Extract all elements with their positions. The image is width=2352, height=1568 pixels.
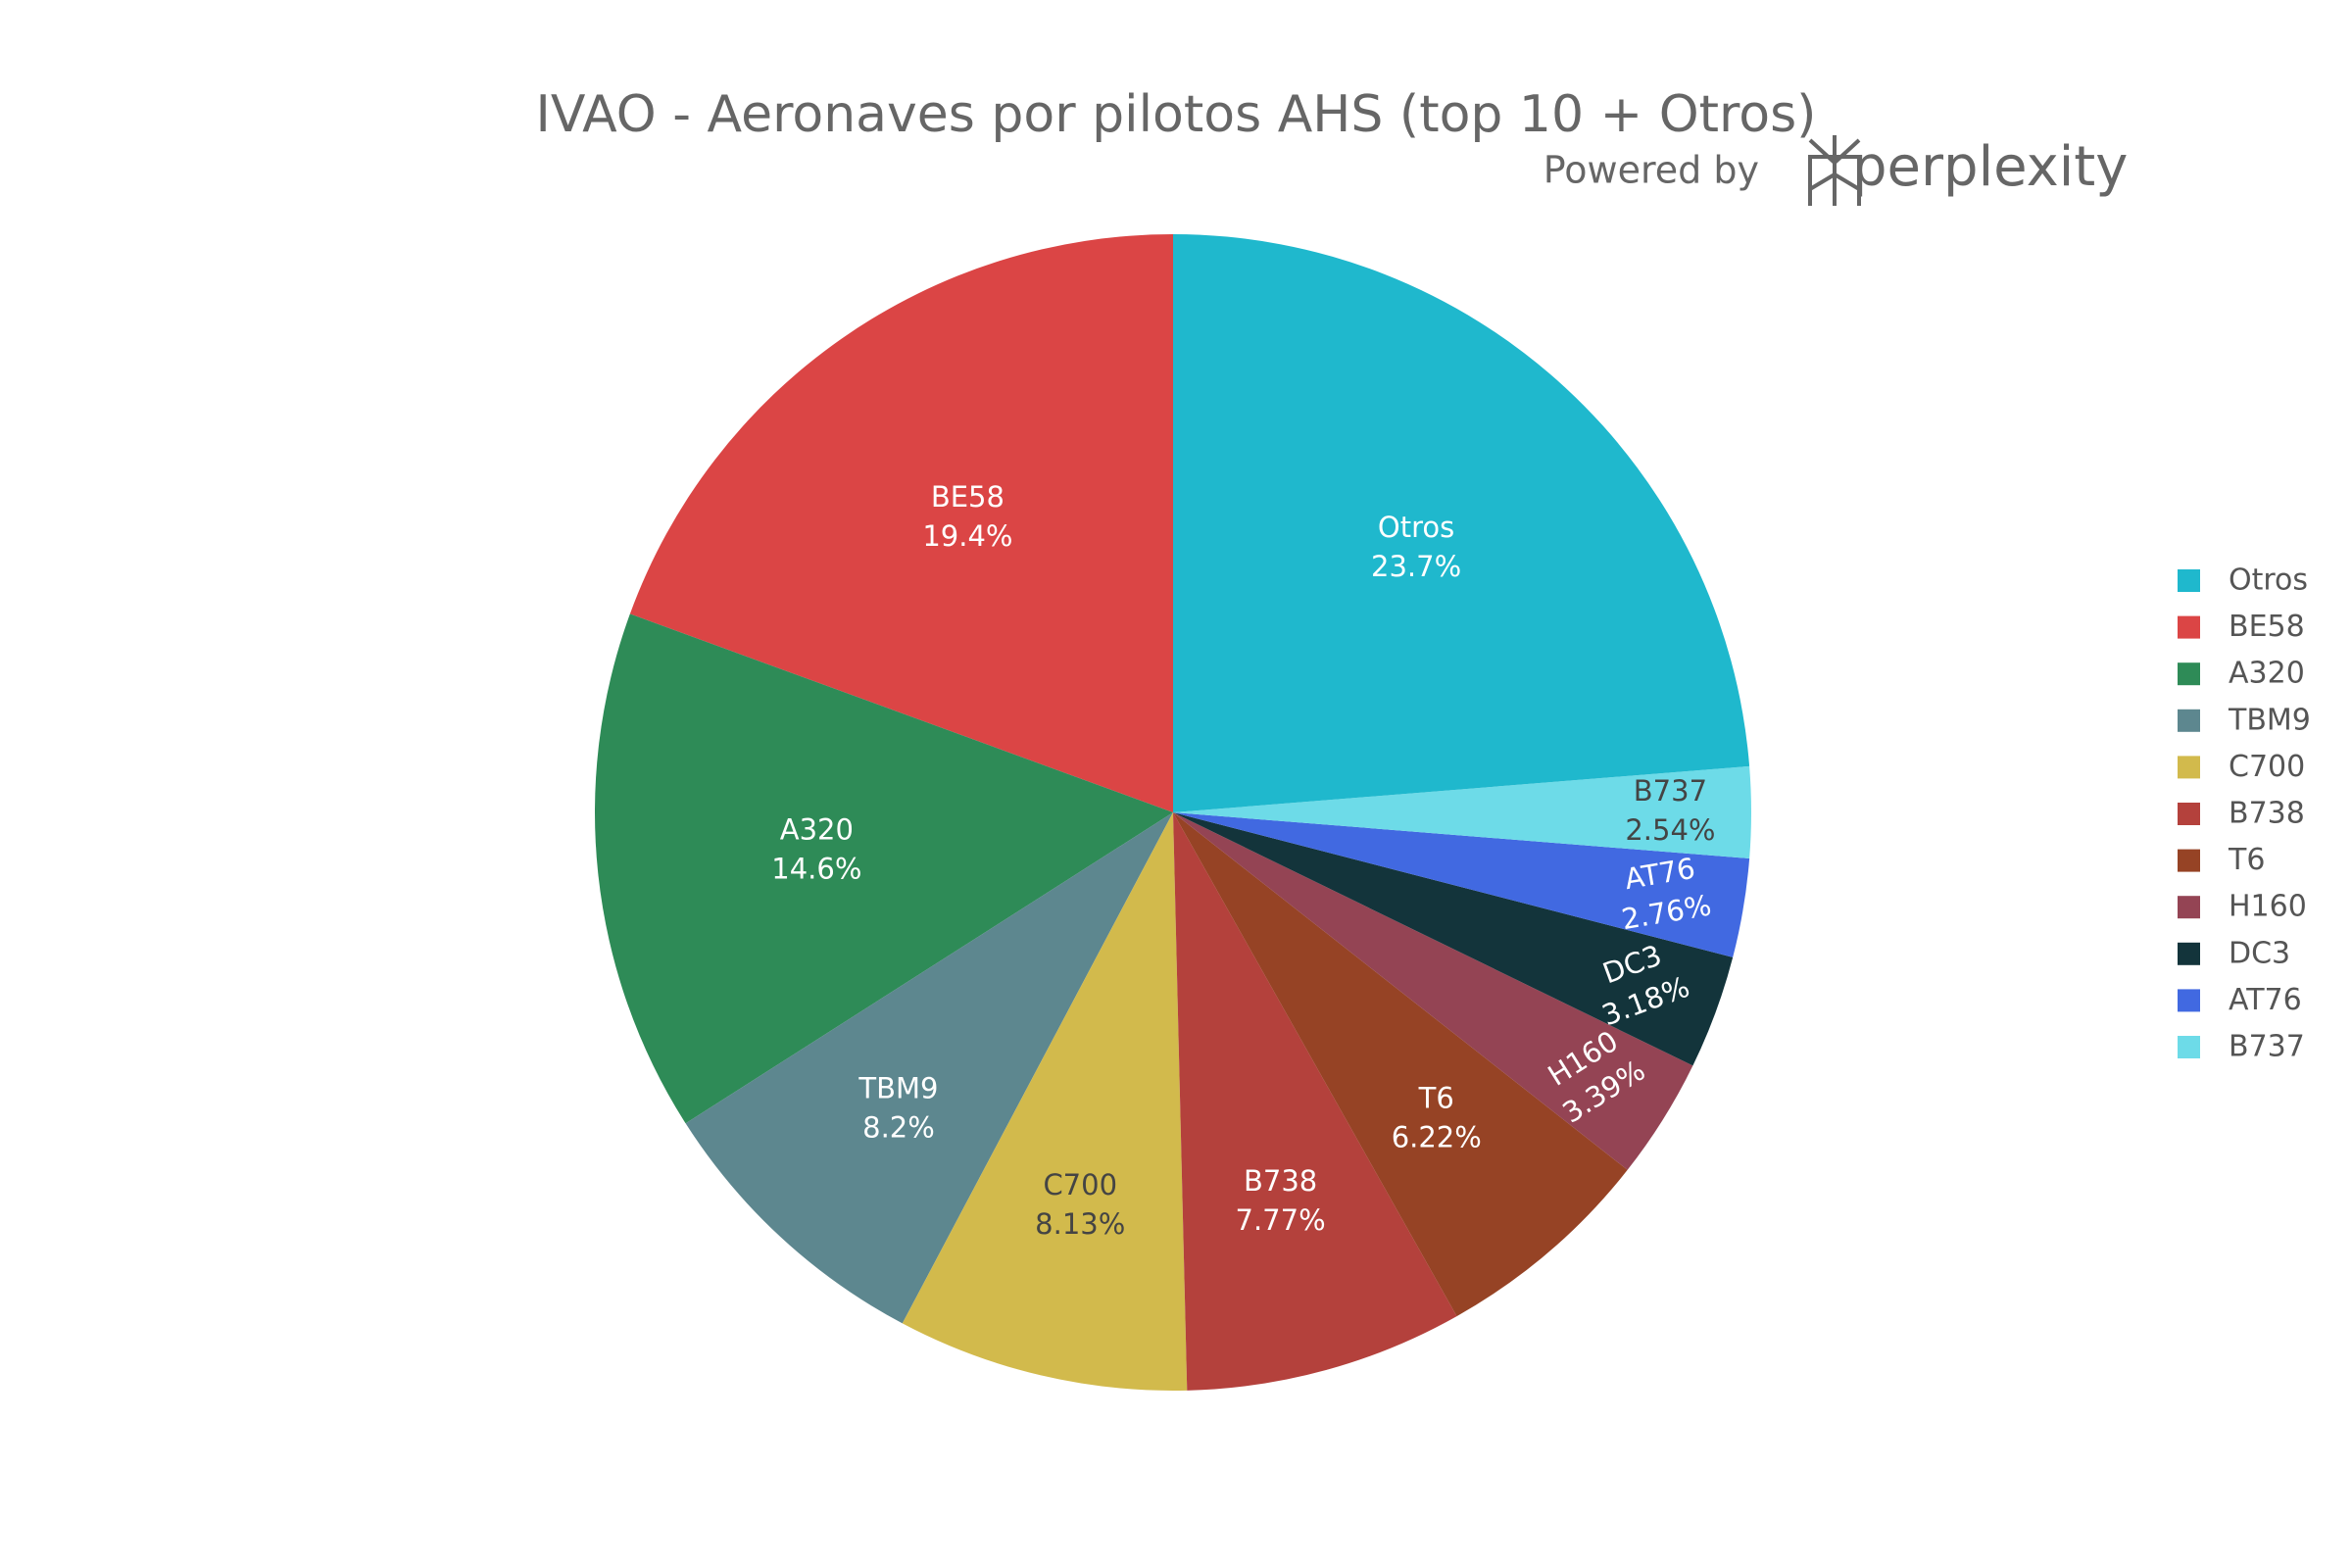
slice-label-name: B737 [1634,774,1707,808]
slice-label-name: BE58 [931,480,1004,514]
slice-label-name: TBM9 [858,1072,938,1105]
slice-label: TBM9 8.2% [858,1072,938,1145]
legend-label: BE58 [2229,610,2305,644]
legend-swatch [2178,849,2200,872]
legend-item: B737 [2178,1030,2305,1064]
watermark-logo [1808,135,1861,206]
pie-slice [1173,234,1750,812]
legend-label: A320 [2229,657,2305,691]
slice-label-value: 2.54% [1625,813,1715,847]
pie-slice [629,234,1173,812]
pie-slice [685,812,1173,1324]
slice-label-value: 8.2% [862,1111,935,1145]
pie-slice [902,812,1188,1392]
slice-label-value: 19.4% [922,519,1012,553]
pie-slice [1173,812,1750,957]
legend-swatch [2178,896,2200,919]
legend-swatch [2178,942,2200,965]
slice-label-name: C700 [1043,1168,1117,1201]
slice-label-name: B738 [1244,1164,1317,1198]
slice-label: Otros 23.7% [1371,511,1461,583]
slice-label: BE58 19.4% [922,480,1012,553]
legend-item: H160 [2178,890,2307,924]
pie-slice [1173,812,1734,1066]
legend-label: C700 [2229,750,2305,784]
legend-swatch [2178,756,2200,779]
legend-swatch [2178,1036,2200,1058]
legend-label: Otros [2229,564,2308,598]
legend-item: B738 [2178,797,2305,831]
pie-slice [594,613,1173,1124]
legend-item: AT76 [2178,983,2302,1017]
watermark-prefix: Powered by [1544,149,1759,192]
slice-label: C700 8.13% [1035,1168,1125,1241]
legend-item: C700 [2178,750,2305,784]
legend-item: TBM9 [2178,703,2311,737]
slice-label: A320 14.6% [771,813,861,886]
slice-label-value: 14.6% [771,853,861,886]
slice-label: B738 7.77% [1236,1164,1326,1237]
slice-label-value: 8.13% [1035,1207,1125,1241]
legend-label: T6 [2228,843,2265,877]
legend-label: DC3 [2229,936,2290,970]
legend-item: Otros [2178,564,2308,598]
legend-label: H160 [2229,890,2307,924]
watermark-brand: perplexity [1852,135,2128,199]
legend-item: A320 [2178,657,2305,691]
legend-swatch [2178,989,2200,1012]
slice-label-name: A320 [780,813,854,847]
legend-swatch [2178,569,2200,592]
slice-label-value: 7.77% [1236,1203,1326,1237]
legend-swatch [2178,615,2200,639]
legend-label: B737 [2229,1030,2305,1064]
slice-label-name: T6 [1418,1082,1454,1115]
legend-item: BE58 [2178,610,2305,644]
slice-label: B737 2.54% [1625,774,1715,847]
legend-item: DC3 [2178,936,2290,970]
legend-swatch [2178,709,2200,732]
slice-label: T6 6.22% [1392,1082,1482,1154]
slice-label-value: 6.22% [1392,1121,1482,1154]
chart-title: IVAO - Aeronaves por pilotos AHS (top 10… [536,85,1817,144]
legend-swatch [2178,662,2200,686]
legend-label: AT76 [2229,983,2302,1017]
slice-label-value: 23.7% [1371,550,1461,583]
legend-label: TBM9 [2228,703,2311,737]
legend-item: T6 [2178,843,2265,877]
legend-swatch [2178,803,2200,825]
pie-slice [1173,812,1693,1170]
slice-label-name: Otros [1378,511,1454,544]
legend-label: B738 [2229,797,2305,831]
pie-slice [1173,765,1751,858]
pie-slice [1173,812,1457,1391]
pie-slice [1173,812,1628,1317]
watermark: Powered by perplexity [1544,135,2128,206]
